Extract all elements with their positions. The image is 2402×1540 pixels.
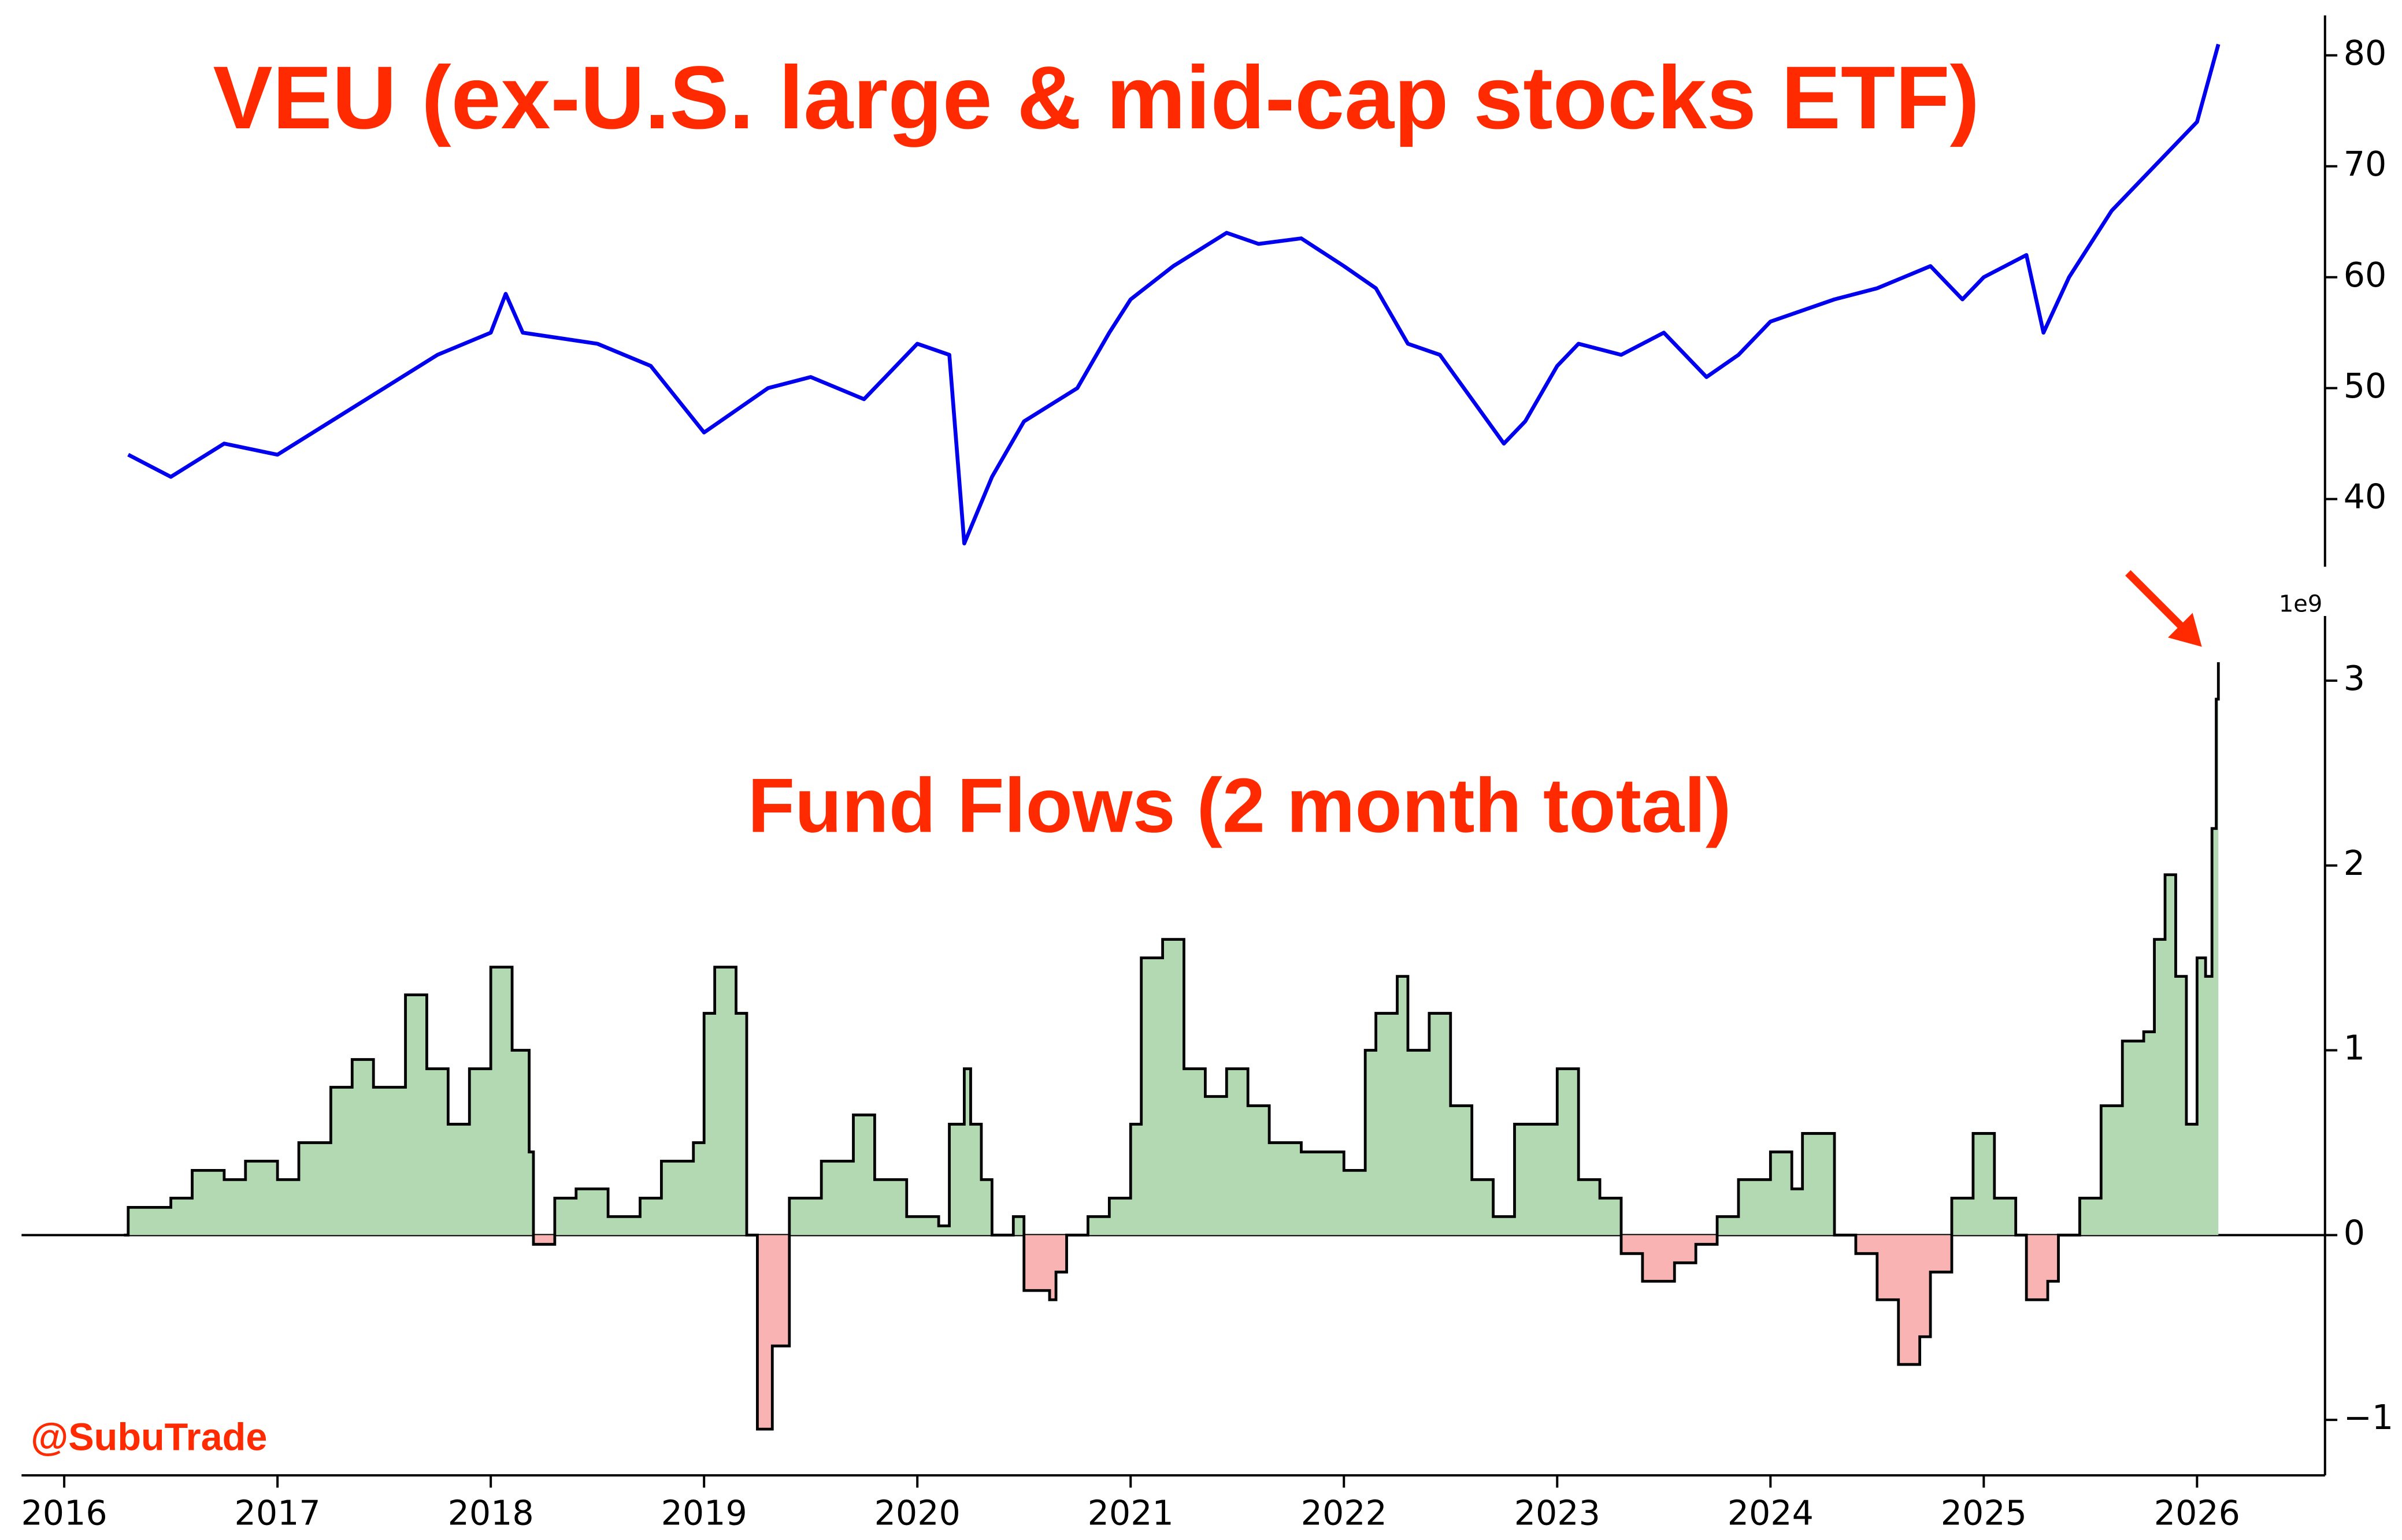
x-tick-label: 2023 <box>1514 1493 1600 1532</box>
x-tick-label: 2024 <box>1728 1493 1814 1532</box>
price-title: VEU (ex-U.S. large & mid-cap stocks ETF) <box>213 47 1980 147</box>
x-tick-label: 2022 <box>1301 1493 1387 1532</box>
y-tick-label: 2 <box>2344 844 2365 883</box>
x-tick-label: 2021 <box>1088 1493 1174 1532</box>
flow-line <box>124 662 2220 1431</box>
x-tick-label: 2026 <box>2154 1493 2240 1532</box>
y-tick-label: 70 <box>2344 144 2387 184</box>
price-line <box>127 43 2221 546</box>
y-tick-label: 80 <box>2344 34 2387 73</box>
x-tick-label: 2018 <box>448 1493 534 1532</box>
y-tick-label: 60 <box>2344 255 2387 295</box>
y-tick-label: −1 <box>2344 1398 2393 1437</box>
inflow-area <box>124 662 2219 1235</box>
x-tick-label: 2020 <box>874 1493 961 1532</box>
y-tick-label: 40 <box>2344 477 2387 517</box>
arrow <box>2125 570 2202 647</box>
y-tick-label: 1 <box>2344 1029 2365 1068</box>
watermark: @SubuTrade <box>31 1416 267 1459</box>
y-tick-label: 3 <box>2344 659 2365 698</box>
x-tick-label: 2025 <box>1941 1493 2027 1532</box>
x-tick-label: 2016 <box>21 1493 108 1532</box>
x-tick-label: 2017 <box>235 1493 321 1532</box>
y-tick-label: 0 <box>2344 1213 2365 1252</box>
x-tick-label: 2019 <box>661 1493 747 1532</box>
flows-title: Fund Flows (2 month total) <box>748 763 1732 849</box>
y-tick-label: 50 <box>2344 366 2387 406</box>
offset-text: 1e9 <box>2279 591 2322 617</box>
